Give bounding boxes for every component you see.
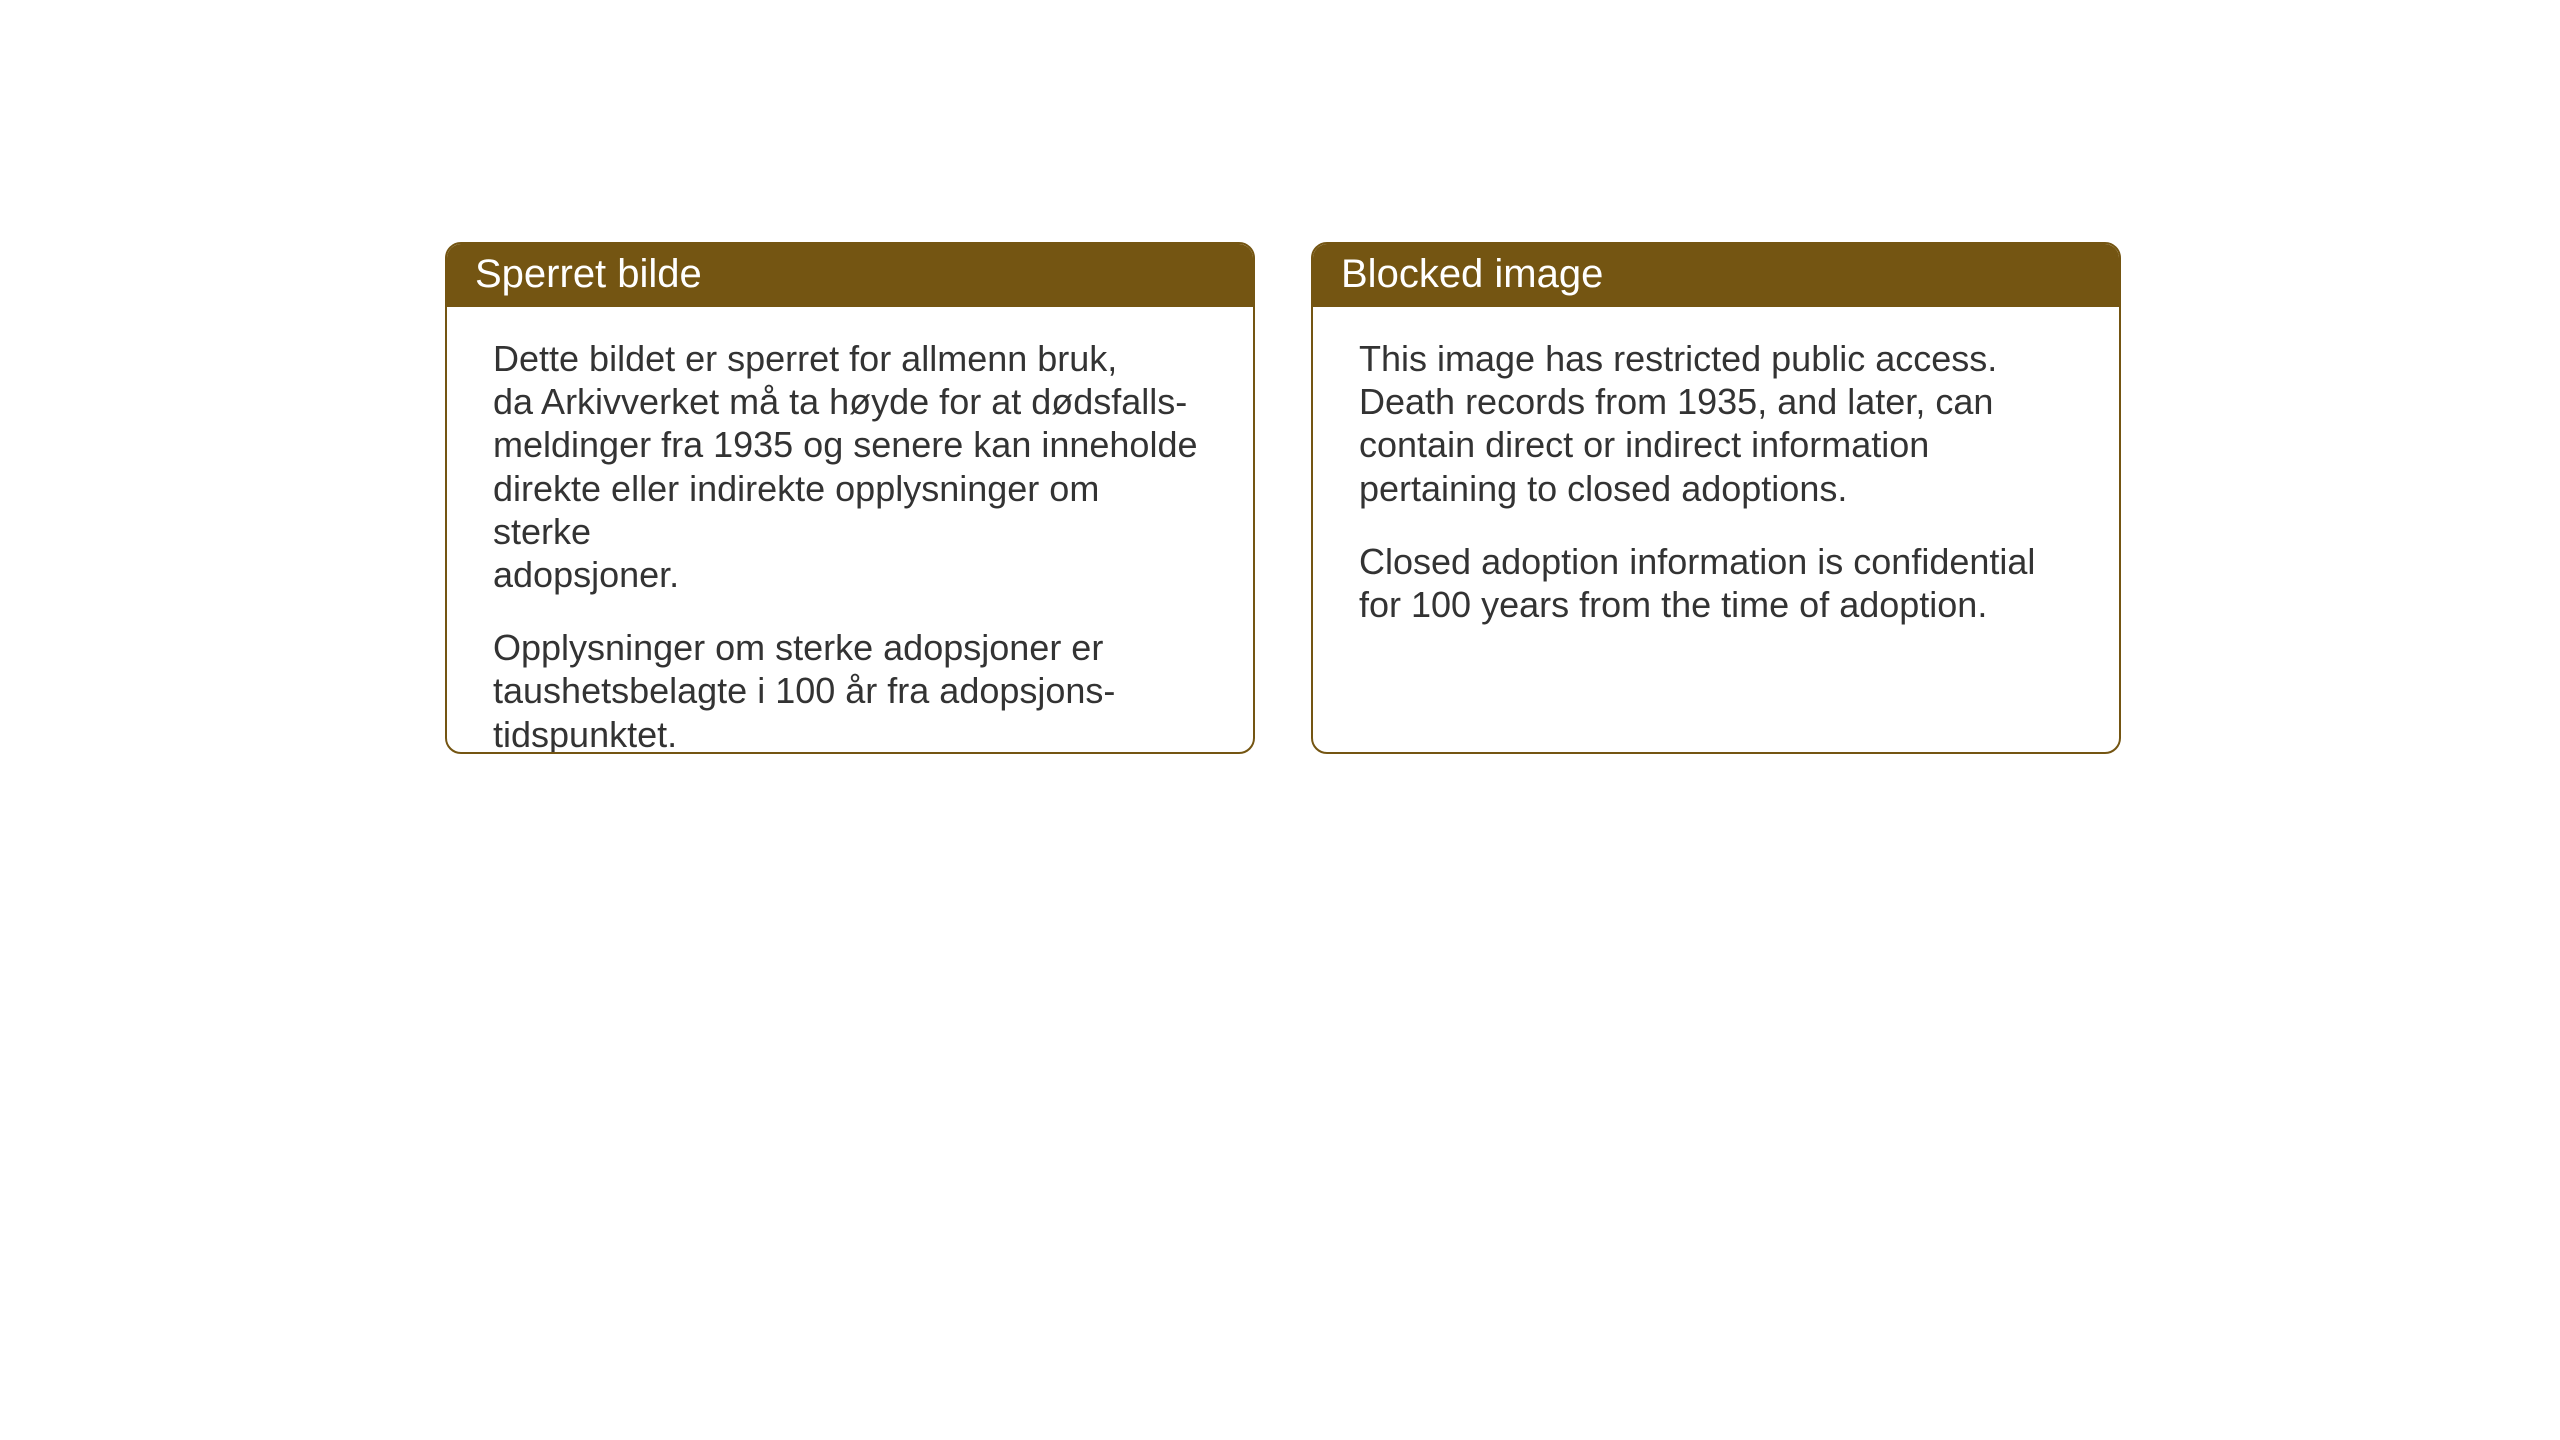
notice-card-english: Blocked image This image has restricted … <box>1311 242 2121 754</box>
card-header-norwegian: Sperret bilde <box>447 244 1253 307</box>
card-paragraph2-norwegian: Opplysninger om sterke adopsjoner er tau… <box>493 626 1207 754</box>
card-paragraph2-english: Closed adoption information is confident… <box>1359 540 2073 626</box>
card-body-norwegian: Dette bildet er sperret for allmenn bruk… <box>447 307 1253 754</box>
card-paragraph1-norwegian: Dette bildet er sperret for allmenn bruk… <box>493 337 1207 596</box>
notice-cards-container: Sperret bilde Dette bildet er sperret fo… <box>445 242 2121 754</box>
card-title-norwegian: Sperret bilde <box>475 252 702 296</box>
card-body-english: This image has restricted public access.… <box>1313 307 2119 656</box>
card-paragraph1-english: This image has restricted public access.… <box>1359 337 2073 510</box>
notice-card-norwegian: Sperret bilde Dette bildet er sperret fo… <box>445 242 1255 754</box>
card-title-english: Blocked image <box>1341 252 1603 296</box>
card-header-english: Blocked image <box>1313 244 2119 307</box>
